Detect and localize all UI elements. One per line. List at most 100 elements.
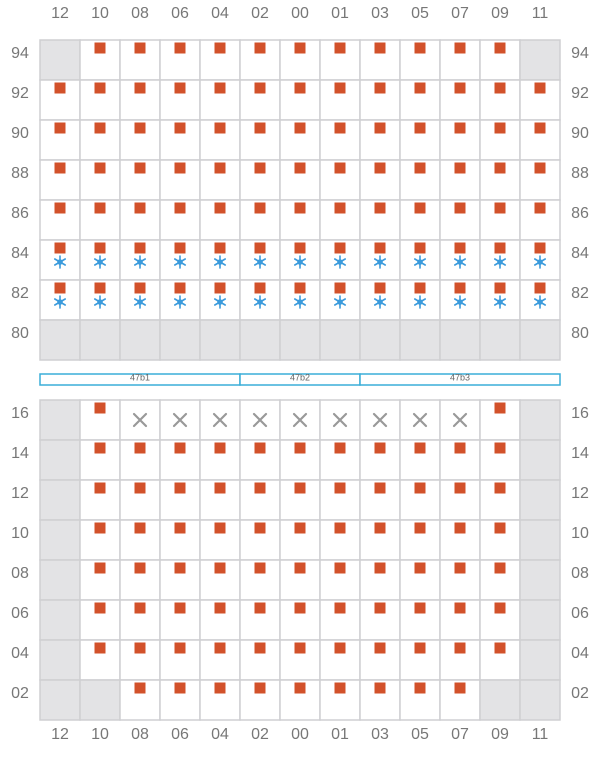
- column-label: 05: [411, 726, 429, 743]
- column-label: 09: [491, 726, 509, 743]
- cell: [519, 439, 561, 481]
- unit: [294, 562, 306, 574]
- snow-core: [537, 259, 543, 265]
- unit: [414, 82, 426, 94]
- unit: [254, 242, 266, 254]
- unit: [374, 202, 386, 214]
- snow-spoke: [334, 258, 346, 266]
- unit: [134, 282, 146, 294]
- cooling-icon: [134, 255, 146, 269]
- cooling-icon: [454, 255, 466, 269]
- unit: [334, 122, 346, 134]
- cooling-icon: [534, 295, 546, 309]
- unit: [54, 202, 66, 214]
- snow-spoke: [374, 258, 386, 266]
- snow-core: [177, 259, 183, 265]
- row-label: 08: [571, 565, 589, 582]
- unit: [414, 562, 426, 574]
- unit: [54, 282, 66, 294]
- unit: [254, 562, 266, 574]
- snow-spoke: [334, 298, 346, 306]
- unit: [334, 562, 346, 574]
- cell: [519, 119, 561, 161]
- unavailable: [292, 412, 308, 428]
- unit: [134, 42, 146, 54]
- unit: [174, 122, 186, 134]
- unit: [454, 282, 466, 294]
- snow-spoke: [414, 298, 426, 306]
- cell: [399, 319, 441, 361]
- unit: [374, 642, 386, 654]
- row-label: 14: [571, 445, 589, 462]
- row-label: 86: [571, 205, 589, 222]
- unit: [334, 282, 346, 294]
- column-label: 11: [532, 5, 549, 22]
- cell: [319, 319, 361, 361]
- cooling-icon: [174, 255, 186, 269]
- unit: [294, 282, 306, 294]
- snow-spoke: [54, 258, 66, 266]
- cell: [359, 319, 401, 361]
- snow-spoke: [94, 298, 106, 306]
- unavailable: [172, 412, 188, 428]
- column-label: 03: [371, 5, 389, 22]
- unit: [94, 642, 106, 654]
- row-label: 82: [11, 285, 29, 302]
- snow-spoke: [254, 258, 266, 266]
- unit: [214, 522, 226, 534]
- unit: [494, 42, 506, 54]
- unit: [254, 202, 266, 214]
- unit: [414, 442, 426, 454]
- row-label: 16: [571, 405, 589, 422]
- row-label: 02: [11, 685, 29, 702]
- cooling-icon: [94, 255, 106, 269]
- unit: [414, 42, 426, 54]
- snow-core: [337, 259, 343, 265]
- unit: [494, 282, 506, 294]
- column-label: 11: [532, 726, 549, 743]
- row-label: 82: [571, 285, 589, 302]
- cell: [239, 319, 281, 361]
- unit: [94, 442, 106, 454]
- unit: [254, 642, 266, 654]
- unit: [54, 162, 66, 174]
- column-label: 07: [451, 5, 469, 22]
- unit: [174, 162, 186, 174]
- column-label: 02: [251, 5, 269, 22]
- cell: [159, 319, 201, 361]
- row-label: 88: [11, 165, 29, 182]
- cell: [279, 119, 321, 161]
- unit: [454, 82, 466, 94]
- unit: [254, 522, 266, 534]
- row-label: 80: [571, 325, 589, 342]
- unit: [414, 482, 426, 494]
- snow-core: [417, 259, 423, 265]
- snow-core: [497, 299, 503, 305]
- unit: [254, 162, 266, 174]
- column-label: 06: [171, 726, 189, 743]
- snow-core: [97, 259, 103, 265]
- unit: [294, 482, 306, 494]
- cell: [39, 399, 81, 441]
- unit: [134, 82, 146, 94]
- unit: [254, 482, 266, 494]
- unit: [334, 602, 346, 614]
- unit: [214, 642, 226, 654]
- snow-core: [217, 259, 223, 265]
- cooling-icon: [54, 255, 66, 269]
- row-label: 10: [11, 525, 29, 542]
- unit: [94, 402, 106, 414]
- unit: [94, 82, 106, 94]
- snow-core: [57, 299, 63, 305]
- snow-spoke: [454, 258, 466, 266]
- unit: [374, 162, 386, 174]
- unit: [94, 482, 106, 494]
- unit: [94, 282, 106, 294]
- unit: [294, 682, 306, 694]
- unit: [534, 162, 546, 174]
- column-label: 01: [331, 5, 349, 22]
- snow-core: [457, 299, 463, 305]
- unit: [94, 522, 106, 534]
- cell: [39, 439, 81, 481]
- column-label: 03: [371, 726, 389, 743]
